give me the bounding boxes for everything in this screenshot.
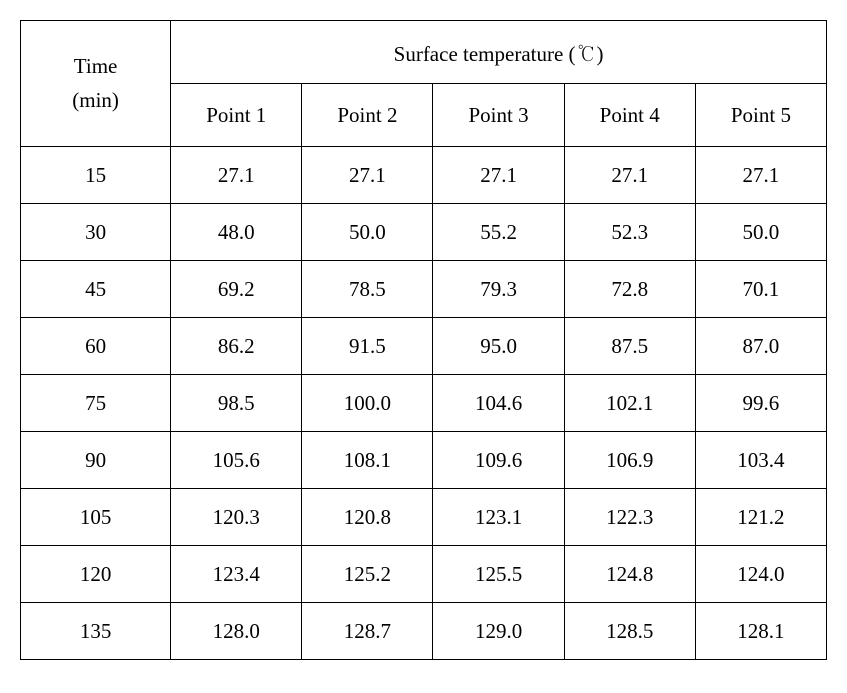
- cell-value: 55.2: [433, 204, 564, 261]
- cell-value: 103.4: [695, 432, 826, 489]
- cell-time: 90: [21, 432, 171, 489]
- cell-value: 98.5: [171, 375, 302, 432]
- cell-value: 125.5: [433, 546, 564, 603]
- cell-value: 79.3: [433, 261, 564, 318]
- cell-value: 128.1: [695, 603, 826, 660]
- cell-value: 108.1: [302, 432, 433, 489]
- header-point-5: Point 5: [695, 84, 826, 147]
- cell-value: 100.0: [302, 375, 433, 432]
- cell-value: 27.1: [695, 147, 826, 204]
- header-time-line2: (min): [72, 88, 119, 112]
- cell-time: 105: [21, 489, 171, 546]
- cell-value: 120.3: [171, 489, 302, 546]
- cell-value: 27.1: [302, 147, 433, 204]
- cell-value: 120.8: [302, 489, 433, 546]
- cell-time: 15: [21, 147, 171, 204]
- cell-value: 123.4: [171, 546, 302, 603]
- cell-value: 106.9: [564, 432, 695, 489]
- cell-value: 104.6: [433, 375, 564, 432]
- cell-value: 70.1: [695, 261, 826, 318]
- cell-value: 50.0: [302, 204, 433, 261]
- cell-time: 75: [21, 375, 171, 432]
- cell-value: 99.6: [695, 375, 826, 432]
- cell-value: 124.0: [695, 546, 826, 603]
- cell-value: 109.6: [433, 432, 564, 489]
- cell-value: 50.0: [695, 204, 826, 261]
- table-row: 60 86.2 91.5 95.0 87.5 87.0: [21, 318, 827, 375]
- cell-value: 52.3: [564, 204, 695, 261]
- cell-value: 123.1: [433, 489, 564, 546]
- cell-value: 125.2: [302, 546, 433, 603]
- cell-value: 27.1: [433, 147, 564, 204]
- cell-value: 78.5: [302, 261, 433, 318]
- cell-value: 86.2: [171, 318, 302, 375]
- cell-time: 120: [21, 546, 171, 603]
- cell-time: 45: [21, 261, 171, 318]
- cell-value: 27.1: [171, 147, 302, 204]
- header-point-3: Point 3: [433, 84, 564, 147]
- cell-time: 60: [21, 318, 171, 375]
- cell-value: 69.2: [171, 261, 302, 318]
- header-point-4: Point 4: [564, 84, 695, 147]
- cell-value: 105.6: [171, 432, 302, 489]
- cell-value: 72.8: [564, 261, 695, 318]
- temperature-table: Time (min) Surface temperature (℃) Point…: [20, 20, 827, 660]
- table-row: 75 98.5 100.0 104.6 102.1 99.6: [21, 375, 827, 432]
- cell-value: 48.0: [171, 204, 302, 261]
- header-group: Surface temperature (℃): [171, 21, 827, 84]
- cell-value: 95.0: [433, 318, 564, 375]
- table-row: 120 123.4 125.2 125.5 124.8 124.0: [21, 546, 827, 603]
- cell-value: 128.0: [171, 603, 302, 660]
- cell-time: 135: [21, 603, 171, 660]
- table-row: 105 120.3 120.8 123.1 122.3 121.2: [21, 489, 827, 546]
- table-row: 30 48.0 50.0 55.2 52.3 50.0: [21, 204, 827, 261]
- header-point-2: Point 2: [302, 84, 433, 147]
- table-row: 15 27.1 27.1 27.1 27.1 27.1: [21, 147, 827, 204]
- header-time-line1: Time: [74, 54, 118, 78]
- header-point-1: Point 1: [171, 84, 302, 147]
- table-row: 90 105.6 108.1 109.6 106.9 103.4: [21, 432, 827, 489]
- cell-value: 102.1: [564, 375, 695, 432]
- header-time: Time (min): [21, 21, 171, 147]
- cell-value: 87.0: [695, 318, 826, 375]
- cell-value: 87.5: [564, 318, 695, 375]
- table-row: 45 69.2 78.5 79.3 72.8 70.1: [21, 261, 827, 318]
- temperature-table-container: Time (min) Surface temperature (℃) Point…: [20, 20, 827, 660]
- cell-value: 128.7: [302, 603, 433, 660]
- cell-value: 128.5: [564, 603, 695, 660]
- cell-value: 129.0: [433, 603, 564, 660]
- cell-value: 122.3: [564, 489, 695, 546]
- cell-value: 91.5: [302, 318, 433, 375]
- cell-value: 121.2: [695, 489, 826, 546]
- cell-time: 30: [21, 204, 171, 261]
- table-row: 135 128.0 128.7 129.0 128.5 128.1: [21, 603, 827, 660]
- table-body: 15 27.1 27.1 27.1 27.1 27.1 30 48.0 50.0…: [21, 147, 827, 660]
- cell-value: 124.8: [564, 546, 695, 603]
- cell-value: 27.1: [564, 147, 695, 204]
